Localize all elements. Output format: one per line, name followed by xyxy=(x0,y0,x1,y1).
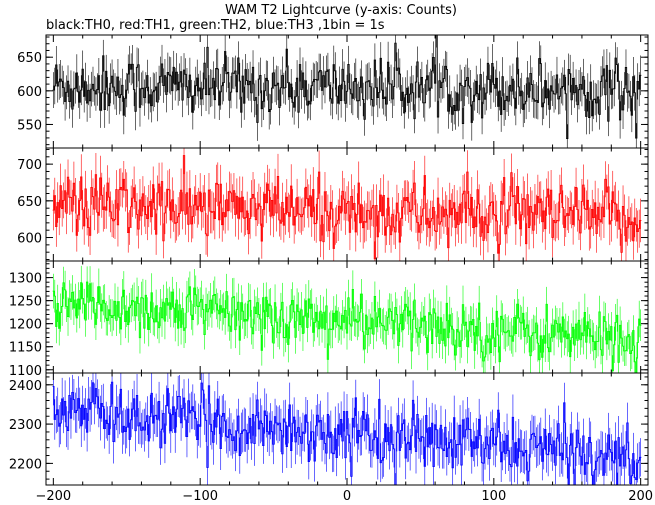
y-tick-label: 2200 xyxy=(9,457,42,472)
y-tick-label: 1250 xyxy=(9,295,42,310)
y-tick-label: 650 xyxy=(17,195,42,210)
x-axis: −200 −100 0 100 200 xyxy=(35,489,653,504)
chart-subtitle: black:TH0, red:TH1, green:TH2, blue:TH3 … xyxy=(46,18,385,33)
y-tick-label: 1100 xyxy=(9,364,42,379)
chart-title: WAM T2 Lightcurve (y-axis: Counts) xyxy=(225,3,457,18)
series-th2-line xyxy=(52,281,642,373)
y-tick-label: 600 xyxy=(17,85,42,100)
y-tick-label: 550 xyxy=(17,118,42,133)
series-th1-line xyxy=(52,155,642,260)
y-tick-label: 600 xyxy=(17,232,42,247)
panel-th0: 550 600 650 xyxy=(17,34,649,149)
y-tick-label: 1150 xyxy=(9,341,42,356)
panels-group: 550 600 650 600 650 700 1100 1150 1200 1250 1300 22… xyxy=(9,34,649,486)
y-tick-label: 2300 xyxy=(9,418,42,433)
y-tick-label: 1300 xyxy=(9,272,42,287)
y-tick-label: 2400 xyxy=(9,379,42,394)
x-tick-label: 100 xyxy=(481,489,506,504)
x-tick-label: 200 xyxy=(628,489,653,504)
panel-th3: 2200 2300 2400 xyxy=(9,372,649,486)
y-tick-label: 1200 xyxy=(9,318,42,333)
x-tick-label: 0 xyxy=(343,489,351,504)
y-tick-label: 700 xyxy=(17,158,42,173)
x-tick-label: −200 xyxy=(35,489,71,504)
panel-th1: 600 650 700 xyxy=(17,147,649,262)
panel-th2: 1100 1150 1200 1250 1300 xyxy=(9,260,649,379)
y-tick-label: 650 xyxy=(17,51,42,66)
x-tick-label: −100 xyxy=(182,489,218,504)
series-th0-line xyxy=(52,35,642,139)
series-th3-line xyxy=(52,381,642,485)
